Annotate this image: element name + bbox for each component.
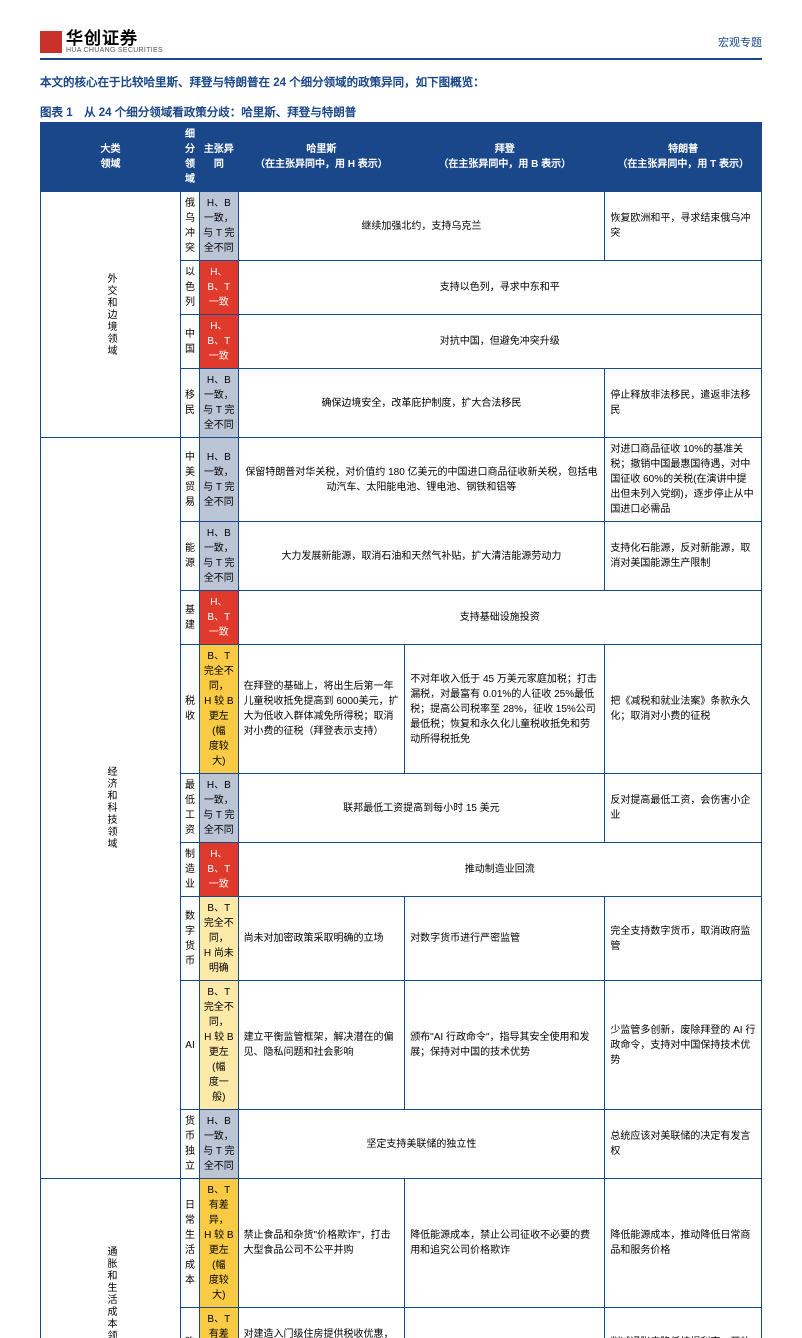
policy-t: 总统应该对美联储的决定有发言权 <box>605 1110 762 1179</box>
policy-hb: 保留特朗普对华关税，对价值约 180 亿美元的中国进口商品征收新关税，包括电动汽… <box>238 438 605 522</box>
doc-type: 宏观专题 <box>718 34 762 50</box>
sub-cell: 以色列 <box>181 261 200 315</box>
diff-cell: H、B、T 一致 <box>200 591 239 645</box>
th-sub: 细分领域 <box>181 123 200 192</box>
diff-cell: H、B、T 一致 <box>200 843 239 897</box>
category-cell: 通胀和生活成本领域 <box>41 1179 181 1338</box>
diff-cell: H、B、T 一致 <box>200 315 239 369</box>
policy-all: 支持以色列，寻求中东和平 <box>238 261 761 315</box>
diff-cell: B、T 完全不同，H 尚未明确 <box>200 897 239 981</box>
policy-b: 降低能源成本，禁止公司征收不必要的费用和追究公司价格欺诈 <box>405 1179 605 1308</box>
th-cat: 大类领域 <box>41 123 181 192</box>
policy-hb: 联邦最低工资提高到每小时 15 美元 <box>238 774 605 843</box>
chart-title: 图表 1 从 24 个细分领域看政策分歧：哈里斯、拜登与特朗普 <box>40 104 762 120</box>
policy-t: 对进口商品征收 10%的基准关税；撤销中国最惠国待遇，对中国征收 60%的关税(… <box>605 438 762 522</box>
sub-cell: AI <box>181 981 200 1110</box>
policy-h: 建立平衡监管框架，解决潜在的偏见、隐私问题和社会影响 <box>238 981 405 1110</box>
policy-t: 恢复欧洲和平，寻求结束俄乌冲突 <box>605 192 762 261</box>
logo-en: HUA CHUANG SECURITIES <box>66 47 163 54</box>
diff-cell: B、T 有差异，H 较 B 更左(幅度大) <box>200 1308 239 1338</box>
header: 华创证券 HUA CHUANG SECURITIES 宏观专题 <box>40 30 762 60</box>
diff-cell: B、T 完全不同，H 较 B 更左(幅度一般) <box>200 981 239 1110</box>
policy-h: 尚未对加密政策采取明确的立场 <box>238 897 405 981</box>
category-cell: 外交和边境领域 <box>41 192 181 438</box>
policy-all: 推动制造业回流 <box>238 843 761 897</box>
sub-cell: 俄乌冲突 <box>181 192 200 261</box>
policy-b: 对数字货币进行严密监管 <box>405 897 605 981</box>
policy-hb: 确保边境安全，改革庇护制度，扩大合法移民 <box>238 369 605 438</box>
diff-cell: H、B 一致，与 T 完全不同 <box>200 774 239 843</box>
category-cell: 经济和科技领域 <box>41 438 181 1179</box>
th-diff: 主张异同 <box>200 123 239 192</box>
logo-icon <box>40 31 62 53</box>
intro-text: 本文的核心在于比较哈里斯、拜登与特朗普在 24 个细分领域的政策异同，如下图概览… <box>40 74 762 90</box>
sub-cell: 移民 <box>181 369 200 438</box>
th-b: 拜登（在主张异同中，用 B 表示） <box>405 123 605 192</box>
diff-cell: H、B 一致，与 T 完全不同 <box>200 192 239 261</box>
policy-t: 支持化石能源，反对新能源，取消对美国能源生产限制 <box>605 522 762 591</box>
sub-cell: 日常生活成本 <box>181 1179 200 1308</box>
diff-cell: H、B、T 一致 <box>200 261 239 315</box>
policy-hb: 坚定支持美联储的独立性 <box>238 1110 605 1179</box>
diff-cell: B、T 完全不同，H 较 B 更左(幅度较大) <box>200 645 239 774</box>
policy-t: 削减通胀来降低按揭利率，开放联邦土地允许新房建设，提供税收优惠和对首次购房者的支… <box>605 1308 762 1338</box>
sub-cell: 税收 <box>181 645 200 774</box>
policy-all: 对抗中国，但避免冲突升级 <box>238 315 761 369</box>
sub-cell: 中国 <box>181 315 200 369</box>
policy-t: 少监管多创新，废除拜登的 AI 行政命令，支持对中国保持技术优势 <box>605 981 762 1110</box>
diff-cell: H、B 一致，与 T 完全不同 <box>200 1110 239 1179</box>
diff-cell: H、B 一致，与 T 完全不同 <box>200 522 239 591</box>
policy-t: 停止释放非法移民，遣返非法移民 <box>605 369 762 438</box>
sub-cell: 中美贸易 <box>181 438 200 522</box>
table-row: 外交和边境领域俄乌冲突H、B 一致，与 T 完全不同继续加强北约，支持乌克兰恢复… <box>41 192 762 261</box>
logo: 华创证券 HUA CHUANG SECURITIES <box>40 30 163 54</box>
diff-cell: B、T 有差异，H 较 B 更左(幅度较大) <box>200 1179 239 1308</box>
policy-t: 降低能源成本，推动降低日常商品和服务价格 <box>605 1179 762 1308</box>
th-h: 哈里斯（在主张异同中，用 H 表示） <box>238 123 405 192</box>
diff-cell: H、B 一致，与 T 完全不同 <box>200 369 239 438</box>
sub-cell: 能源 <box>181 522 200 591</box>
policy-h: 在拜登的基础上，将出生后第一年儿童税收抵免提高到 6000美元，扩大为低收入群体… <box>238 645 405 774</box>
sub-cell: 货币独立 <box>181 1110 200 1179</box>
sub-cell: 数字货币 <box>181 897 200 981</box>
policy-b: 不对年收入低于 45 万美元家庭加税；打击漏税，对最富有 0.01%的人征收 2… <box>405 645 605 774</box>
logo-cn: 华创证券 <box>66 30 163 47</box>
policy-t: 把《减税和就业法案》条款永久化；取消对小费的征税 <box>605 645 762 774</box>
policy-all: 支持基础设施投资 <box>238 591 761 645</box>
table-row: 通胀和生活成本领域日常生活成本B、T 有差异，H 较 B 更左(幅度较大)禁止食… <box>41 1179 762 1308</box>
policy-b: 颁布"AI 行政命令"，指导其安全使用和发展；保持对中国的技术优势 <box>405 981 605 1110</box>
diff-cell: H、B 一致，与 T 完全不同 <box>200 438 239 522</box>
sub-cell: 最低工资 <box>181 774 200 843</box>
policy-table: 大类领域 细分领域 主张异同 哈里斯（在主张异同中，用 H 表示） 拜登（在主张… <box>40 122 762 1338</box>
policy-b: 未来 4 年建造或翻新 200 万套住房，为首次购房者提供抵押贷款减免和卖房者提… <box>405 1308 605 1338</box>
policy-hb: 继续加强北约，支持乌克兰 <box>238 192 605 261</box>
policy-h: 禁止食品和杂货"价格欺诈"，打击大型食品公司不公平并购 <box>238 1179 405 1308</box>
policy-h: 对建造入门级住房提供税收优惠，扩大现有税收抵免，投资400 亿支持适用房建设，在… <box>238 1308 405 1338</box>
policy-hb: 大力发展新能源，取消石油和天然气补贴，扩大清洁能源劳动力 <box>238 522 605 591</box>
th-t: 特朗普（在主张异同中，用 T 表示） <box>605 123 762 192</box>
policy-t: 完全支持数字货币，取消政府监管 <box>605 897 762 981</box>
table-row: 经济和科技领域中美贸易H、B 一致，与 T 完全不同保留特朗普对华关税，对价值约… <box>41 438 762 522</box>
sub-cell: 基建 <box>181 591 200 645</box>
sub-cell: 购房成本 <box>181 1308 200 1338</box>
policy-t: 反对提高最低工资，会伤害小企业 <box>605 774 762 843</box>
sub-cell: 制造业 <box>181 843 200 897</box>
